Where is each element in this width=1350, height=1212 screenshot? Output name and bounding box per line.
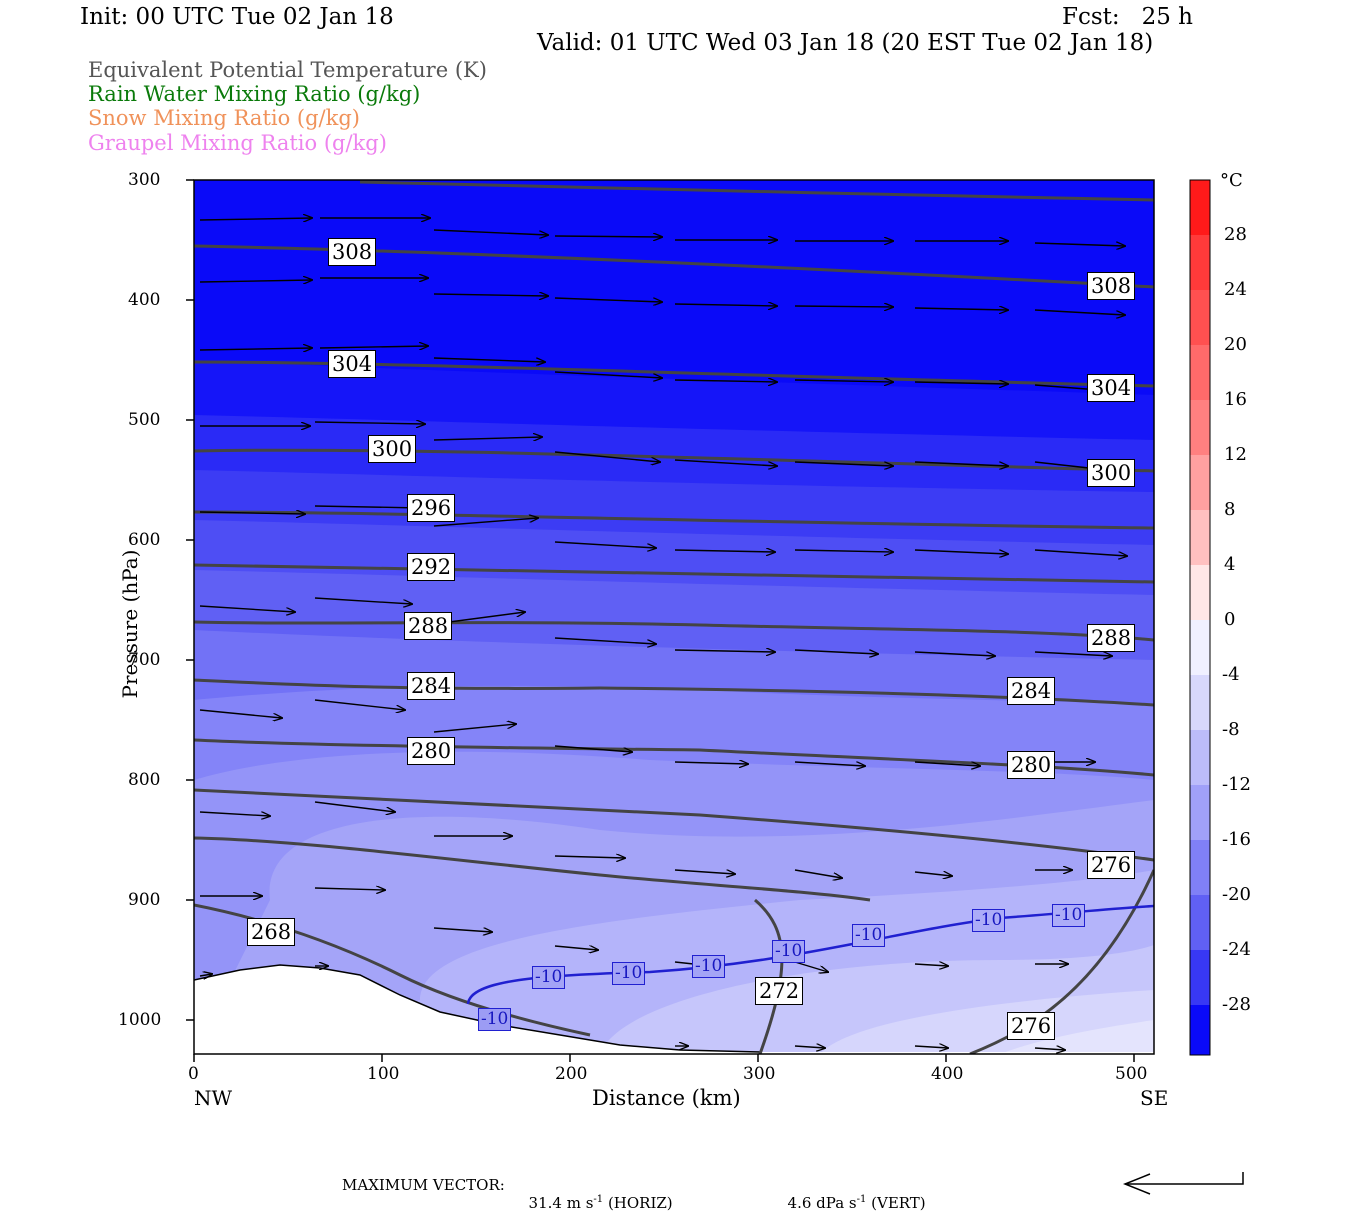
- theta-e-contours: [194, 180, 1154, 1054]
- contour-label: 276: [1087, 851, 1136, 879]
- y-axis-title: Pressure (hPa): [118, 549, 142, 699]
- legend-rain: Rain Water Mixing Ratio (g/kg): [88, 82, 421, 106]
- contour-label: 300: [1087, 459, 1136, 487]
- x-tick-label: 400: [931, 1064, 964, 1084]
- contour-label: 268: [247, 918, 296, 946]
- colorbar-label: 24: [1224, 279, 1247, 300]
- colorbar-label: -28: [1222, 994, 1251, 1015]
- legend-theta-e: Equivalent Potential Temperature (K): [88, 58, 487, 82]
- contour-label: 288: [1087, 624, 1136, 652]
- colorbar-label: -24: [1222, 939, 1251, 960]
- contour-label: 280: [1007, 751, 1056, 779]
- max-vector-label: MAXIMUM VECTOR:: [342, 1176, 505, 1194]
- contour-label: 284: [1007, 677, 1056, 705]
- plot-frame: [193, 179, 1155, 1055]
- x-tick-label: 500: [1115, 1064, 1148, 1084]
- isotherm-label: -10: [772, 940, 806, 963]
- colorbar-label: 16: [1224, 389, 1247, 410]
- reference-vector-arrow: [1122, 1172, 1244, 1195]
- isotherm-label: -10: [972, 909, 1006, 932]
- colorbar-label: 0: [1224, 609, 1236, 630]
- contour-label: 284: [407, 672, 456, 700]
- isotherm-label: -10: [478, 1008, 512, 1031]
- legend-graupel: Graupel Mixing Ratio (g/kg): [88, 131, 387, 155]
- contour-label: 304: [1087, 374, 1136, 402]
- colorbar-label: 8: [1224, 499, 1236, 520]
- colorbar-unit: °C: [1220, 170, 1243, 191]
- contour-label: 308: [1087, 272, 1136, 300]
- legend-snow: Snow Mixing Ratio (g/kg): [88, 106, 360, 130]
- contour-label: 304: [328, 350, 377, 378]
- contour-label: 308: [328, 238, 377, 266]
- colorbar-label: 20: [1224, 334, 1247, 355]
- forecast-hour: Fcst: 25 h: [1062, 4, 1193, 30]
- wind-vectors: [199, 218, 1127, 1050]
- colorbar-label: -4: [1222, 664, 1240, 685]
- x-tick-label: 0: [188, 1064, 199, 1084]
- max-vector-vert: 4.6 dPa s-1 (VERT): [787, 1194, 926, 1212]
- x-axis-left-end-label: NW: [194, 1086, 233, 1110]
- contour-label: 292: [407, 553, 456, 581]
- valid-time: Valid: 01 UTC Wed 03 Jan 18 (20 EST Tue …: [537, 30, 1154, 56]
- isotherm-label: -10: [1052, 904, 1086, 927]
- isotherm-label: -10: [612, 962, 646, 985]
- init-time: Init: 00 UTC Tue 02 Jan 18: [80, 4, 394, 30]
- x-tick-label: 100: [367, 1064, 400, 1084]
- y-tick-label: 600: [128, 530, 161, 550]
- x-axis-title: Distance (km): [592, 1086, 741, 1110]
- colorbar-label: -8: [1222, 719, 1240, 740]
- isotherm-label: -10: [692, 955, 726, 978]
- colorbar-label: -16: [1222, 829, 1251, 850]
- colorbar-label: -20: [1222, 884, 1251, 905]
- colorbar-label: 12: [1224, 444, 1247, 465]
- y-tick-label: 700: [128, 650, 161, 670]
- x-tick-label: 300: [743, 1064, 776, 1084]
- y-tick-label: 300: [128, 170, 161, 190]
- contour-label: 272: [755, 977, 804, 1005]
- contour-label: 288: [404, 612, 453, 640]
- y-tick-label: 500: [128, 410, 161, 430]
- temperature-shading: [194, 180, 1154, 1054]
- colorbar: [1189, 179, 1211, 1056]
- contour-label: 280: [407, 737, 456, 765]
- y-tick-label: 400: [128, 290, 161, 310]
- colorbar-label: 28: [1224, 224, 1247, 245]
- isotherm-label: -10: [852, 924, 886, 947]
- isotherm-label: -10: [532, 966, 566, 989]
- max-vector-horiz: 31.4 m s-1 (HORIZ): [528, 1194, 673, 1212]
- contour-label: 300: [368, 435, 417, 463]
- y-tick-label: 800: [128, 770, 161, 790]
- x-tick-label: 200: [555, 1064, 588, 1084]
- y-tick-label: 900: [128, 890, 161, 910]
- colorbar-label: -12: [1222, 774, 1251, 795]
- x-axis-right-end-label: SE: [1140, 1086, 1169, 1110]
- contour-label: 276: [1007, 1012, 1056, 1040]
- y-tick-label: 1000: [118, 1010, 162, 1030]
- contour-label: 296: [407, 494, 456, 522]
- colorbar-label: 4: [1224, 554, 1236, 575]
- axis-ticks: [186, 179, 1135, 1062]
